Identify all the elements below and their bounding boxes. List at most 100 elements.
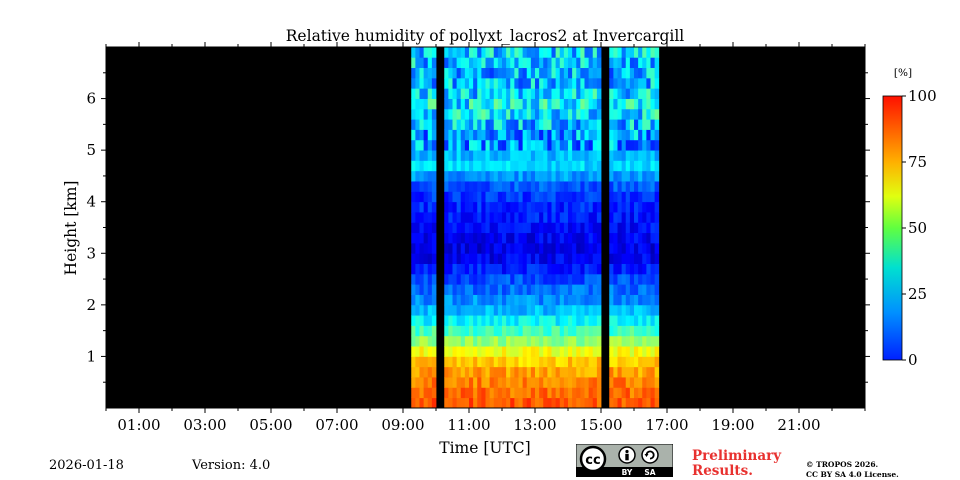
heatmap-cell <box>621 119 627 130</box>
heatmap-cell <box>502 67 507 79</box>
heatmap-cell <box>634 335 639 347</box>
heatmap-cell <box>506 88 511 99</box>
heatmap-cell <box>539 263 544 275</box>
heatmap-cell <box>572 366 577 378</box>
heatmap-cell <box>514 273 519 285</box>
heatmap-cell <box>502 47 507 58</box>
heatmap-cell <box>485 47 491 58</box>
heatmap-cell <box>580 232 585 244</box>
heatmap-cell <box>547 377 552 388</box>
heatmap-cell <box>543 181 548 192</box>
heatmap-cell <box>592 57 598 69</box>
heatmap-cell <box>502 150 507 161</box>
heatmap-cell <box>489 150 495 161</box>
heatmap-cell <box>629 253 635 264</box>
heatmap-cell <box>572 242 577 254</box>
heatmap-cell <box>559 119 565 130</box>
heatmap-cell <box>609 263 614 275</box>
heatmap-cell <box>638 263 643 275</box>
heatmap-cell <box>411 346 416 357</box>
heatmap-cell <box>444 181 449 192</box>
heatmap-cell <box>452 67 458 79</box>
heatmap-cell <box>522 232 528 244</box>
heatmap-cell <box>460 170 466 182</box>
heatmap-cell <box>514 222 519 234</box>
heatmap-cell <box>642 98 647 110</box>
heatmap-cell <box>584 387 590 399</box>
heatmap-cell <box>559 160 565 172</box>
heatmap-cell <box>654 263 660 275</box>
heatmap-cell <box>551 77 557 89</box>
heatmap-cell <box>568 387 573 399</box>
heatmap-cell <box>423 212 429 223</box>
heatmap-cell <box>625 181 631 192</box>
heatmap-cell <box>563 201 569 213</box>
heatmap-cell <box>563 129 569 141</box>
heatmap-cell <box>497 77 503 89</box>
heatmap-cell <box>444 346 449 357</box>
heatmap-cell <box>444 294 449 306</box>
heatmap-cell <box>563 242 569 254</box>
heatmap-cell <box>493 325 499 337</box>
heatmap-cell <box>634 201 639 213</box>
heatmap-cell <box>477 139 482 151</box>
heatmap-cell <box>629 346 635 357</box>
heatmap-cell <box>576 366 581 378</box>
heatmap-cell <box>642 47 647 58</box>
heatmap-cell <box>530 191 536 203</box>
heatmap-cell <box>572 181 577 192</box>
heatmap-cell <box>654 335 660 347</box>
heatmap-cell <box>592 315 598 326</box>
heatmap-cell <box>650 325 656 337</box>
heatmap-cell <box>642 67 647 79</box>
heatmap-cell <box>555 201 561 213</box>
heatmap-cell <box>625 366 631 378</box>
heatmap-cell <box>419 88 425 99</box>
heatmap-cell <box>460 346 466 357</box>
heatmap-cell <box>535 150 540 161</box>
heatmap-cell <box>568 67 573 79</box>
heatmap-cell <box>584 108 590 120</box>
heatmap-cell <box>621 170 627 182</box>
heatmap-cell <box>596 139 602 151</box>
heatmap-cell <box>510 77 515 89</box>
heatmap-cell <box>530 377 536 388</box>
heatmap-cell <box>609 304 614 316</box>
heatmap-cell <box>477 325 482 337</box>
heatmap-cell <box>592 47 598 58</box>
heatmap-cell <box>547 366 552 378</box>
heatmap-cell <box>555 150 561 161</box>
heatmap-cell <box>497 273 503 285</box>
heatmap-cell <box>530 284 536 295</box>
heatmap-cell <box>493 150 499 161</box>
heatmap-cell <box>638 67 643 79</box>
heatmap-cell <box>444 98 449 110</box>
heatmap-cell <box>427 77 433 89</box>
heatmap-cell <box>588 77 594 89</box>
heatmap-cell <box>654 98 660 110</box>
heatmap-cell <box>473 47 478 58</box>
heatmap-cell <box>530 335 536 347</box>
heatmap-cell <box>642 139 647 151</box>
heatmap-cell <box>592 366 598 378</box>
heatmap-cell <box>646 397 651 409</box>
heatmap-cell <box>535 273 540 285</box>
heatmap-cell <box>646 242 651 254</box>
heatmap-cell <box>650 356 656 368</box>
heatmap-cell <box>568 242 573 254</box>
heatmap-cell <box>460 67 466 79</box>
heatmap-cell <box>568 304 573 316</box>
heatmap-cell <box>646 181 651 192</box>
heatmap-cell <box>415 181 420 192</box>
heatmap-cell <box>510 181 515 192</box>
heatmap-cell <box>518 253 524 264</box>
y-tick-label: 1 <box>86 347 96 365</box>
heatmap-cell <box>415 88 420 99</box>
heatmap-cell <box>502 222 507 234</box>
heatmap-cell <box>448 170 453 182</box>
heatmap-cell <box>547 242 552 254</box>
heatmap-cell <box>576 387 581 399</box>
x-tick-label: 15:00 <box>579 416 622 434</box>
heatmap-cell <box>448 325 453 337</box>
heatmap-cell <box>481 294 486 306</box>
